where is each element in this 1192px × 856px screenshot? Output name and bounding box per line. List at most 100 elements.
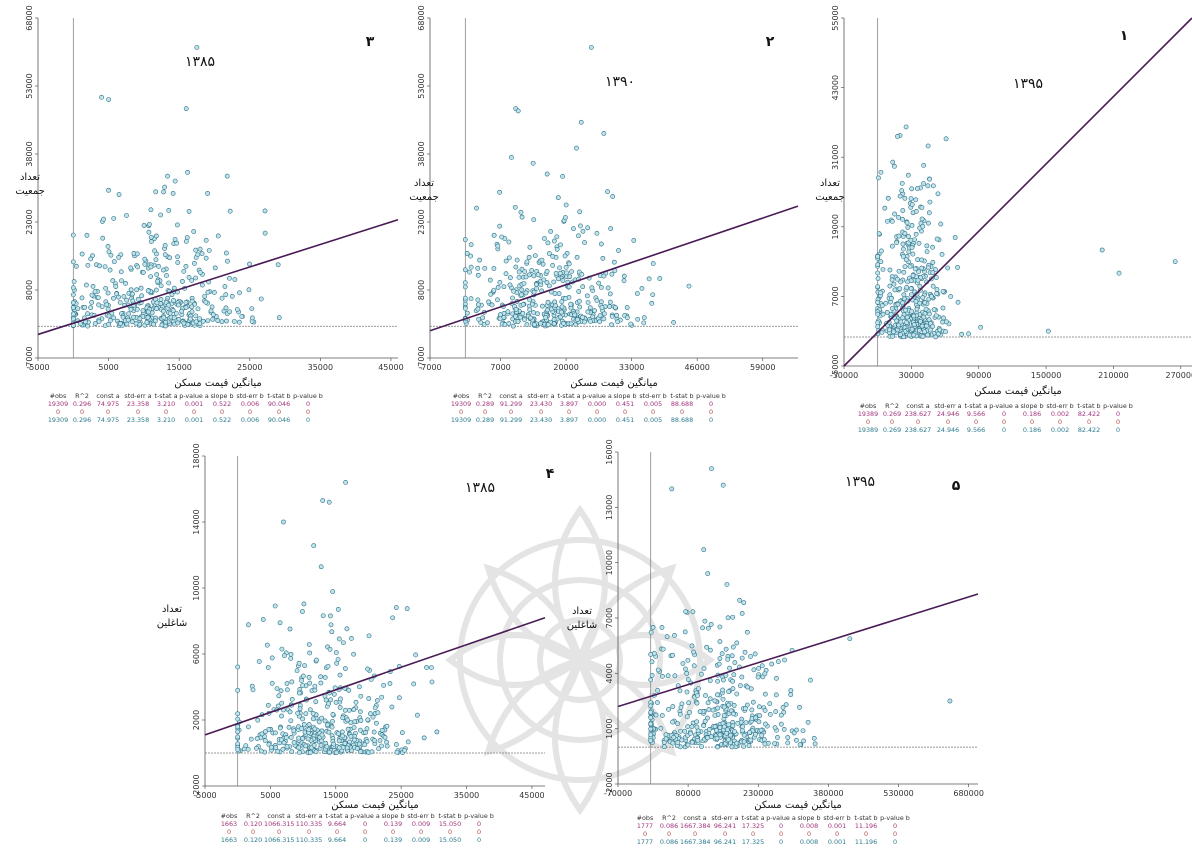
data-point	[349, 636, 354, 641]
scatter-chart-1395-employed: -70000 80000 230000 380000 530000 680000 -2000…	[567, 439, 984, 811]
data-point	[265, 665, 271, 671]
data-point	[769, 661, 775, 667]
data-point	[510, 323, 516, 329]
data-point	[908, 237, 914, 243]
data-point	[104, 302, 110, 308]
data-point	[801, 738, 807, 744]
y-tick-label: -2000	[192, 774, 201, 797]
data-point	[921, 314, 927, 320]
data-point	[88, 305, 94, 311]
data-point	[959, 331, 964, 337]
outlier-point	[106, 97, 111, 102]
data-point	[83, 282, 89, 288]
stats-cell: const a	[267, 812, 291, 820]
stats-cell: 0.269	[882, 426, 902, 434]
data-point	[563, 215, 568, 220]
data-point	[778, 721, 784, 727]
data-point	[904, 285, 910, 290]
data-point	[597, 319, 603, 325]
data-point	[934, 291, 940, 297]
y-tick-label: 38000	[417, 141, 426, 166]
data-point	[402, 747, 408, 753]
data-point	[573, 145, 579, 151]
data-point	[546, 283, 552, 289]
data-point	[247, 261, 252, 267]
regression-stats-1395-population: #obs R^2 const a std-err a t-stat a p-value a…	[855, 402, 1133, 434]
data-point	[322, 718, 328, 724]
data-point	[752, 651, 758, 657]
data-point	[85, 262, 91, 268]
data-point	[639, 285, 645, 291]
stats-row: 1777 0.086 1667.384 96.241 17.325 0 0.008 0.001…	[632, 822, 910, 830]
data-point	[896, 233, 902, 239]
data-point	[118, 269, 124, 275]
data-point	[368, 711, 373, 717]
data-point	[567, 274, 573, 280]
y-tick-label: 16000	[605, 439, 614, 464]
data-point	[773, 709, 779, 714]
stats-cell: 0	[247, 408, 253, 416]
data-point	[678, 704, 684, 710]
data-point	[888, 295, 894, 301]
data-point	[930, 183, 936, 189]
data-point	[502, 322, 508, 328]
x-axis-label: میانگین قیمت مسکن	[174, 377, 262, 389]
data-point	[909, 202, 915, 207]
data-point	[614, 312, 619, 318]
stats-cell: 0	[722, 830, 728, 838]
data-point	[797, 742, 803, 748]
data-point	[932, 267, 938, 272]
data-point	[135, 296, 141, 302]
outlier-point	[709, 466, 714, 471]
stats-cell: std-err b	[823, 814, 851, 822]
data-point	[128, 306, 134, 312]
stats-cell: 0	[191, 408, 197, 416]
data-point	[933, 334, 939, 340]
regression-line	[204, 616, 546, 736]
data-point	[97, 263, 102, 269]
data-point	[721, 713, 727, 718]
data-point	[144, 319, 150, 325]
data-point	[288, 651, 294, 657]
data-point	[507, 275, 513, 281]
data-point	[534, 282, 539, 287]
outlier-point	[1099, 247, 1105, 253]
stats-cell: 0	[219, 408, 225, 416]
data-point	[900, 241, 906, 247]
data-point	[313, 699, 319, 705]
outlier-point	[1172, 259, 1178, 264]
data-point	[281, 740, 287, 746]
data-point	[879, 330, 885, 335]
stats-cell: 0.269	[882, 410, 902, 418]
data-point	[545, 322, 551, 327]
y-tick-label: 38000	[25, 141, 34, 166]
data-point	[527, 307, 533, 313]
data-point	[372, 738, 377, 743]
data-point	[571, 226, 576, 232]
stats-cell: 0.086	[659, 822, 679, 830]
data-point	[345, 717, 350, 723]
data-point	[210, 316, 216, 322]
data-point	[235, 729, 241, 735]
data-point	[699, 744, 704, 749]
stats-cell: 110.335	[295, 820, 323, 828]
data-point	[507, 282, 513, 288]
data-point	[372, 705, 378, 711]
outlier-point	[1045, 328, 1051, 334]
data-point	[930, 323, 936, 329]
data-point	[148, 207, 154, 213]
data-point	[340, 733, 345, 739]
data-point	[749, 707, 755, 713]
x-axis-label: میانگین قیمت مسکن	[974, 385, 1062, 397]
data-point	[544, 269, 550, 274]
x-tick-label: 15000	[323, 791, 348, 800]
data-point	[878, 290, 883, 296]
data-point	[284, 744, 290, 749]
data-point	[708, 734, 714, 740]
stats-cell: 0.006	[240, 400, 260, 408]
data-point	[303, 743, 309, 749]
data-point	[775, 735, 780, 740]
data-point	[909, 186, 915, 192]
data-point	[164, 273, 169, 278]
data-point	[475, 297, 481, 303]
